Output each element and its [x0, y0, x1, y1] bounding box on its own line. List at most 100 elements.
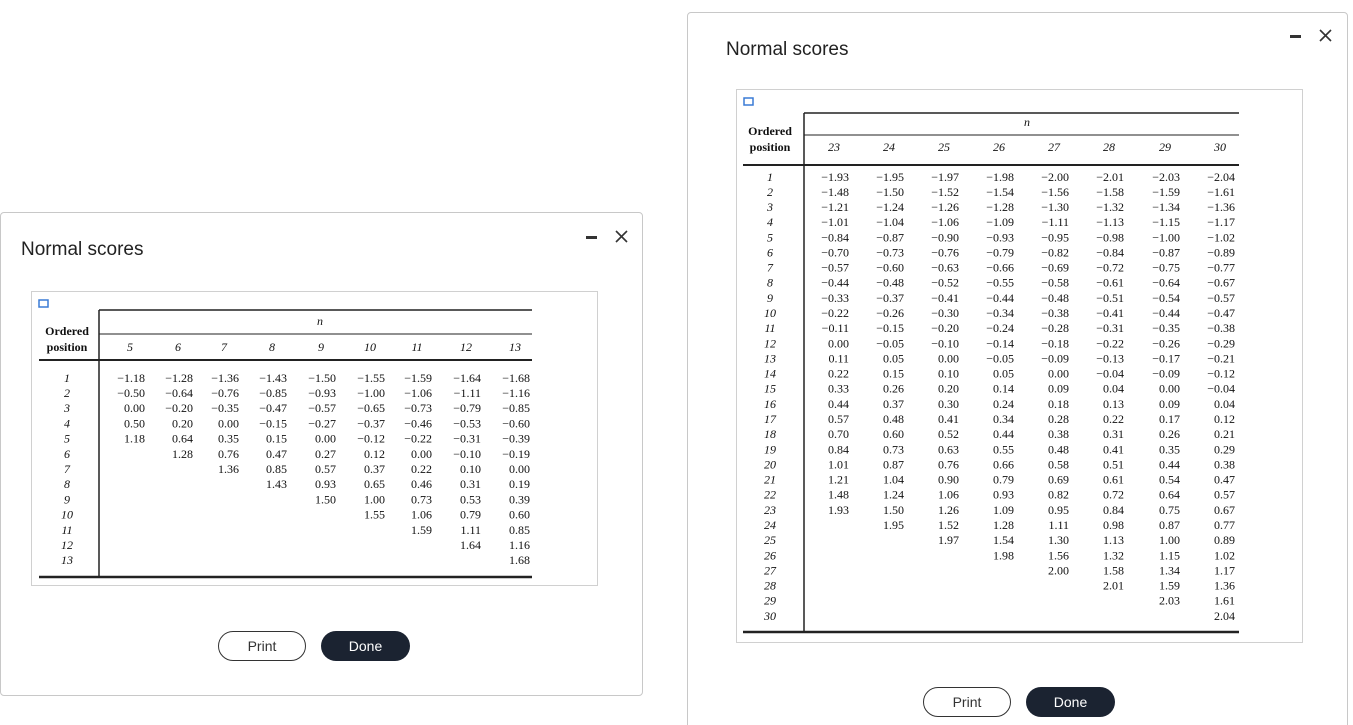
score-cell: −0.37 [876, 291, 904, 305]
position-label: 3 [63, 401, 70, 415]
score-cell: 0.12 [1214, 412, 1235, 426]
score-cell: −0.53 [453, 416, 481, 430]
score-cell: −0.60 [876, 261, 904, 275]
score-cell: −0.41 [931, 291, 959, 305]
score-cell: 1.48 [828, 488, 849, 502]
print-button[interactable]: Print [923, 687, 1011, 717]
position-label: 15 [764, 382, 776, 396]
score-cell: −0.73 [876, 245, 904, 259]
score-cell: −0.57 [308, 401, 336, 415]
score-cell: −0.30 [931, 306, 959, 320]
score-cell: 0.58 [1048, 457, 1069, 471]
score-cell: −0.15 [876, 321, 904, 335]
score-cell: 0.00 [509, 462, 530, 476]
position-label: 26 [764, 548, 776, 562]
score-cell: −0.63 [931, 261, 959, 275]
score-cell: 1.50 [883, 503, 904, 517]
score-cell: −1.01 [821, 215, 849, 229]
score-cell: 1.54 [993, 533, 1014, 547]
score-cell: 1.56 [1048, 548, 1069, 562]
position-label: 7 [767, 261, 774, 275]
score-cell: 1.26 [938, 503, 959, 517]
score-cell: 1.06 [411, 508, 432, 522]
score-cell: 0.15 [883, 367, 904, 381]
column-header: 12 [460, 340, 472, 354]
score-cell: 0.51 [1103, 457, 1124, 471]
position-label: 14 [764, 367, 776, 381]
print-button[interactable]: Print [218, 631, 306, 661]
score-cell: 0.30 [938, 397, 959, 411]
score-cell: −0.22 [821, 306, 849, 320]
score-cell: 0.12 [364, 447, 385, 461]
column-header: 28 [1103, 140, 1115, 154]
score-cell: 1.18 [124, 432, 145, 446]
icon [743, 97, 754, 106]
score-cell: −0.35 [1152, 321, 1180, 335]
score-cell: −0.11 [822, 321, 849, 335]
position-label: 12 [61, 538, 73, 552]
score-cell: −0.27 [308, 416, 336, 430]
position-label: 10 [764, 306, 776, 320]
score-cell: 1.59 [411, 523, 432, 537]
score-cell: 0.21 [1214, 427, 1235, 441]
row-header: Ordered [45, 324, 89, 338]
score-cell: −0.44 [821, 276, 849, 290]
score-cell: 0.54 [1159, 473, 1180, 487]
row-header: position [47, 340, 88, 354]
score-cell: 1.00 [364, 492, 385, 506]
score-cell: 1.55 [364, 508, 385, 522]
score-cell: −1.02 [1207, 230, 1235, 244]
score-cell: 0.15 [266, 432, 287, 446]
score-cell: 1.15 [1159, 548, 1180, 562]
score-cell: −1.50 [308, 371, 336, 385]
score-cell: 0.33 [828, 382, 849, 396]
score-cell: −0.85 [502, 401, 530, 415]
score-cell: 1.98 [993, 548, 1014, 562]
score-cell: 0.57 [315, 462, 336, 476]
score-cell: −1.26 [931, 200, 959, 214]
score-cell: 1.52 [938, 518, 959, 532]
score-cell: −1.52 [931, 185, 959, 199]
score-cell: 0.64 [1159, 488, 1180, 502]
score-cell: −1.56 [1041, 185, 1069, 199]
score-cell: −1.21 [821, 200, 849, 214]
score-cell: 0.38 [1048, 427, 1069, 441]
done-button[interactable]: Done [1026, 687, 1115, 717]
score-cell: −0.38 [1207, 321, 1235, 335]
score-cell: −1.06 [931, 215, 959, 229]
score-cell: −0.24 [986, 321, 1014, 335]
position-label: 4 [767, 215, 773, 229]
score-cell: −1.28 [165, 371, 193, 385]
score-cell: 0.13 [1103, 397, 1124, 411]
score-cell: −0.47 [259, 401, 287, 415]
score-cell: 0.10 [460, 462, 481, 476]
position-label: 5 [767, 230, 773, 244]
position-label: 1 [767, 170, 773, 184]
window-controls[interactable] [585, 227, 635, 247]
column-header: 7 [221, 340, 228, 354]
score-cell: 0.31 [1103, 427, 1124, 441]
position-label: 21 [764, 473, 776, 487]
done-button[interactable]: Done [321, 631, 410, 661]
score-cell: −1.06 [404, 386, 432, 400]
score-cell: 0.48 [1048, 442, 1069, 456]
score-cell: 0.77 [1214, 518, 1235, 532]
score-cell: −1.54 [986, 185, 1014, 199]
score-cell: 1.58 [1103, 563, 1124, 577]
score-cell: 0.47 [266, 447, 287, 461]
position-label: 1 [64, 371, 70, 385]
position-label: 11 [764, 321, 775, 335]
score-cell: 0.79 [460, 508, 481, 522]
score-cell: −0.38 [1041, 306, 1069, 320]
score-cell: −0.87 [1152, 245, 1180, 259]
score-cell: 0.29 [1214, 442, 1235, 456]
window-controls[interactable] [1289, 26, 1339, 46]
score-cell: 0.60 [509, 508, 530, 522]
score-cell: −0.64 [1152, 276, 1180, 290]
score-cell: −1.09 [986, 215, 1014, 229]
score-cell: 1.36 [1214, 579, 1235, 593]
score-cell: −2.04 [1207, 170, 1235, 184]
score-cell: 0.61 [1103, 473, 1124, 487]
score-cell: 0.66 [993, 457, 1014, 471]
